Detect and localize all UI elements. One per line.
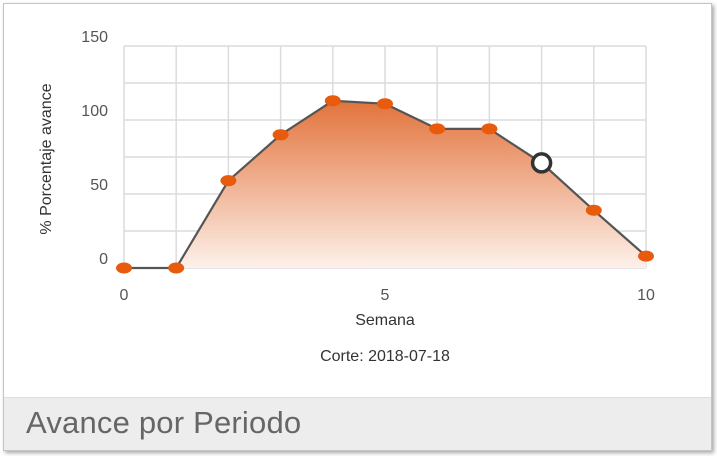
x-tick-label: 5 bbox=[381, 287, 390, 304]
data-point bbox=[324, 95, 341, 107]
data-point bbox=[638, 250, 654, 262]
x-axis-title: Semana bbox=[355, 312, 415, 329]
data-point-highlighted bbox=[530, 152, 553, 174]
data-point bbox=[481, 123, 498, 135]
series-area bbox=[124, 100, 646, 268]
data-point bbox=[116, 262, 132, 274]
chart-subtitle: Corte: 2018-07-18 bbox=[320, 348, 450, 365]
panel-title: Avance por Periodo bbox=[26, 405, 302, 440]
x-tick-label: 0 bbox=[120, 287, 129, 304]
data-point bbox=[272, 129, 289, 141]
data-point bbox=[585, 204, 602, 216]
y-tick-label: 100 bbox=[81, 103, 108, 120]
y-tick-label: 150 bbox=[81, 29, 108, 46]
x-tick-label: 10 bbox=[637, 287, 655, 304]
data-point bbox=[168, 262, 185, 274]
data-point bbox=[429, 123, 446, 135]
data-points bbox=[116, 95, 654, 274]
y-tick-label: 50 bbox=[90, 177, 108, 194]
y-axis-title: % Porcentaje avance bbox=[38, 83, 55, 234]
y-tick-labels: 0 50 100 150 bbox=[81, 29, 108, 268]
chart-card: 0 50 100 150 0 5 10 Semana % Porcentaje avance Co… bbox=[3, 3, 712, 451]
data-point bbox=[377, 98, 393, 110]
chart: 0 50 100 150 0 5 10 Semana % Porcentaje avance Co… bbox=[38, 29, 655, 365]
data-point bbox=[220, 175, 237, 187]
panel-footer: Avance por Periodo bbox=[4, 397, 711, 450]
x-tick-labels: 0 5 10 bbox=[120, 287, 655, 304]
y-tick-label: 0 bbox=[99, 251, 108, 268]
